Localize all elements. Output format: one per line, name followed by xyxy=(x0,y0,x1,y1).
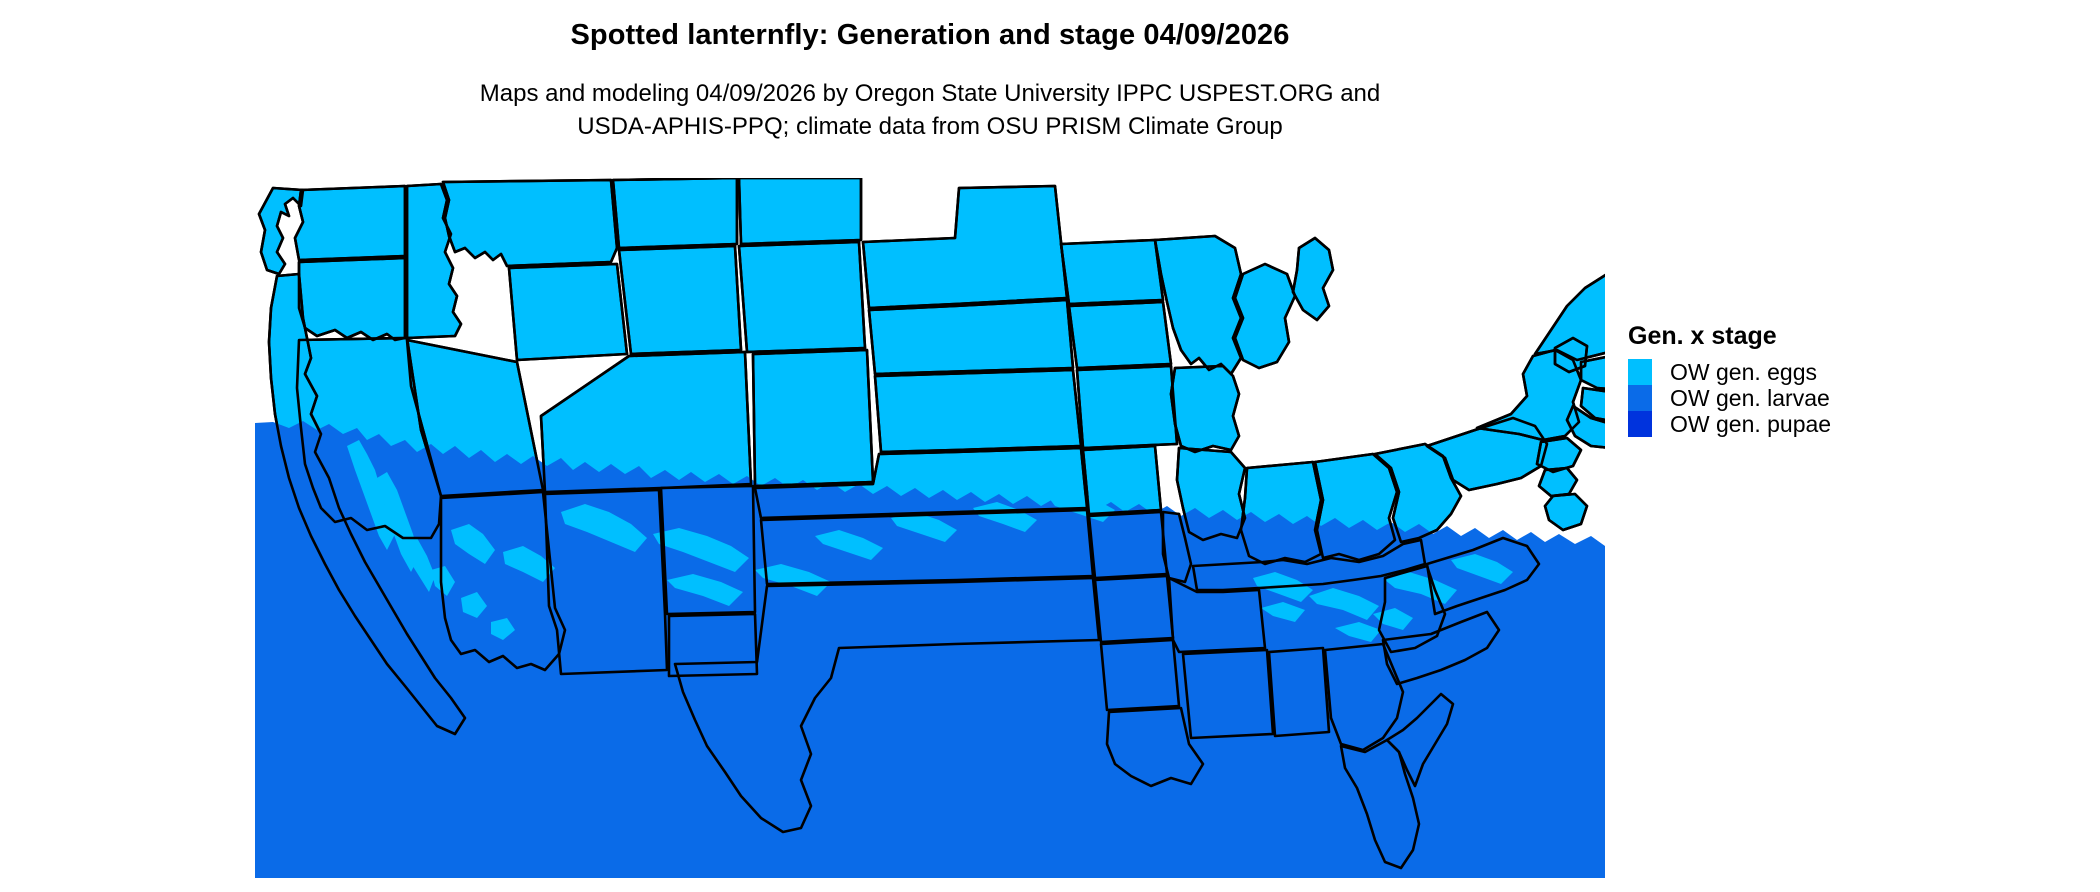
map-legend: Gen. x stage OW gen. eggs OW gen. larvae… xyxy=(1628,322,2048,437)
subtitle-line-2: USDA-APHIS-PPQ; climate data from OSU PR… xyxy=(577,113,1283,140)
legend-swatch-ow-gen-eggs xyxy=(1628,359,1652,385)
map-layer-state-borders xyxy=(257,178,1605,870)
legend-label-ow-gen-pupae: OW gen. pupae xyxy=(1670,411,1832,437)
legend-label-ow-gen-eggs: OW gen. eggs xyxy=(1670,359,1818,385)
us-map-svg xyxy=(255,178,1605,878)
page-title: Spotted lanternfly: Generation and stage… xyxy=(570,19,1290,51)
legend-item-ow-gen-eggs[interactable]: OW gen. eggs xyxy=(1628,359,2048,385)
legend-swatch-ow-gen-pupae xyxy=(1628,411,1652,437)
choropleth-map xyxy=(255,178,1605,878)
subtitle-line-1: Maps and modeling 04/09/2026 by Oregon S… xyxy=(479,80,1381,107)
legend-label-ow-gen-larvae: OW gen. larvae xyxy=(1670,385,1830,411)
title-block: Spotted lanternfly: Generation and stage… xyxy=(0,18,1860,52)
map-layer-mountain-eggs xyxy=(347,440,1513,642)
legend-title: Gen. x stage xyxy=(1628,322,1777,350)
legend-item-ow-gen-larvae[interactable]: OW gen. larvae xyxy=(1628,385,2048,411)
subtitle-block: Maps and modeling 04/09/2026 by Oregon S… xyxy=(0,77,1860,143)
legend-item-ow-gen-pupae[interactable]: OW gen. pupae xyxy=(1628,411,2048,437)
legend-swatch-ow-gen-larvae xyxy=(1628,385,1652,411)
